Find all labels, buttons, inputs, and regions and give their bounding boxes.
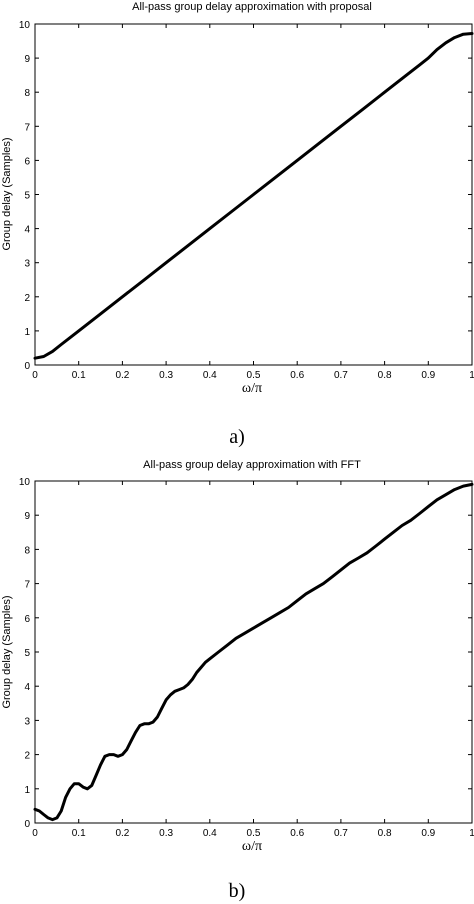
y-axis: 0 1 2 3 4 5 6 7 8 9 10 <box>19 477 472 830</box>
x-tick-label: 0 <box>32 828 38 839</box>
x-tick-label: 0.7 <box>334 828 348 839</box>
y-tick-label: 1 <box>24 785 30 796</box>
y-tick-label: 0 <box>24 361 30 372</box>
y-tick-label: 4 <box>24 682 30 693</box>
x-tick-label: 0.8 <box>378 370 392 381</box>
x-tick-label: 1 <box>469 828 474 839</box>
y-tick-label: 3 <box>24 259 30 270</box>
x-tick-label: 0.6 <box>290 828 304 839</box>
x-tick-label: 0.8 <box>378 828 392 839</box>
y-tick-label: 5 <box>24 191 30 202</box>
x-axis: 0 0.1 0.2 0.3 0.4 0.5 0.6 0.7 0.8 0.9 1 <box>32 24 474 381</box>
x-tick-label: 0.5 <box>247 828 261 839</box>
x-tick-label: 1 <box>469 370 474 381</box>
x-tick-label: 0.7 <box>334 370 348 381</box>
chart-title: All-pass group delay approximation with … <box>143 459 361 471</box>
y-tick-label: 10 <box>19 20 31 31</box>
y-axis-label: Group delay (Samples) <box>1 595 13 708</box>
x-axis: 0 0.1 0.2 0.3 0.4 0.5 0.6 0.7 0.8 0.9 1 <box>32 481 474 839</box>
x-tick-label: 0.9 <box>421 828 435 839</box>
x-tick-label: 0.2 <box>115 370 129 381</box>
y-tick-label: 4 <box>24 225 30 236</box>
y-tick-label: 8 <box>24 545 30 556</box>
y-tick-label: 7 <box>24 580 30 591</box>
x-tick-label: 0.2 <box>115 828 129 839</box>
y-tick-label: 3 <box>24 716 30 727</box>
y-tick-label: 10 <box>19 477 31 488</box>
x-tick-label: 0.6 <box>290 370 304 381</box>
data-line <box>33 32 474 360</box>
x-tick-label: 0.4 <box>203 370 217 381</box>
chart-panel-b: All-pass group delay approximation with … <box>1 459 474 902</box>
chart-panel-a: All-pass group delay approximation with … <box>1 1 474 448</box>
y-tick-label: 6 <box>24 614 30 625</box>
x-axis-label: ω/π <box>242 381 262 396</box>
data-line <box>33 482 474 822</box>
y-tick-label: 8 <box>24 88 30 99</box>
x-tick-label: 0.1 <box>72 370 86 381</box>
y-tick-label: 9 <box>24 511 30 522</box>
x-tick-label: 0.3 <box>159 370 173 381</box>
x-tick-label: 0.5 <box>247 370 261 381</box>
y-axis-label: Group delay (Samples) <box>1 137 13 250</box>
y-tick-label: 7 <box>24 122 30 133</box>
y-tick-label: 6 <box>24 156 30 167</box>
plot-area <box>34 480 473 824</box>
subfigure-caption: a) <box>229 426 245 448</box>
x-tick-label: 0.1 <box>72 828 86 839</box>
x-axis-label: ω/π <box>242 839 262 854</box>
y-axis: 0 1 2 3 4 5 6 7 8 9 10 <box>19 20 472 372</box>
y-tick-label: 1 <box>24 327 30 338</box>
y-tick-label: 2 <box>24 293 30 304</box>
x-tick-label: 0 <box>32 370 38 381</box>
x-tick-label: 0.9 <box>421 370 435 381</box>
x-tick-label: 0.4 <box>203 828 217 839</box>
y-tick-label: 2 <box>24 751 30 762</box>
x-tick-label: 0.3 <box>159 828 173 839</box>
y-tick-label: 9 <box>24 54 30 65</box>
y-tick-label: 0 <box>24 819 30 830</box>
subfigure-caption: b) <box>229 880 246 902</box>
chart-title: All-pass group delay approximation with … <box>132 1 372 13</box>
y-tick-label: 5 <box>24 648 30 659</box>
